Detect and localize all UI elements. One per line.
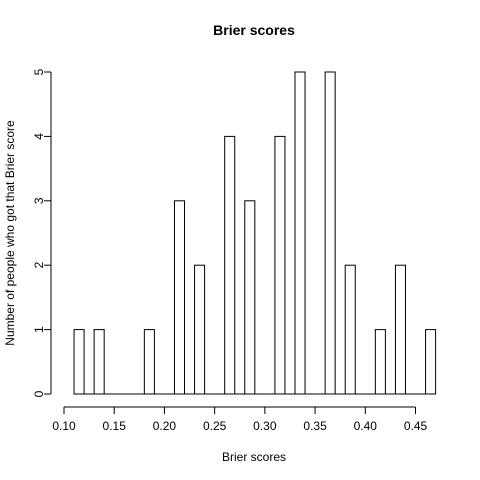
histogram-bar bbox=[73, 329, 85, 395]
histogram-bar bbox=[194, 264, 206, 395]
y-tick-label: 5 bbox=[32, 68, 46, 75]
histogram-bar bbox=[224, 135, 236, 395]
histogram-bar bbox=[173, 200, 186, 395]
x-tick-label: 0.15 bbox=[103, 419, 127, 433]
histogram-bar bbox=[143, 329, 155, 395]
y-tick-label: 0 bbox=[32, 390, 46, 397]
y-axis-label: Number of people who got that Brier scor… bbox=[3, 120, 17, 346]
x-tick-label: 0.20 bbox=[153, 419, 177, 433]
histogram-bar bbox=[324, 71, 336, 395]
y-tick-label: 3 bbox=[32, 197, 46, 204]
histogram-bar bbox=[344, 264, 356, 395]
bars-group bbox=[73, 71, 437, 395]
x-tick-label: 0.40 bbox=[354, 419, 378, 433]
histogram-bar bbox=[425, 329, 437, 395]
histogram-bar bbox=[93, 329, 105, 395]
y-tick-label: 2 bbox=[32, 262, 46, 269]
x-tick-label: 0.30 bbox=[253, 419, 277, 433]
y-axis: 0 1 2 3 4 5 bbox=[32, 68, 52, 397]
x-tick-label: 0.45 bbox=[404, 419, 428, 433]
y-tick-label: 1 bbox=[32, 326, 46, 333]
x-tick-label: 0.35 bbox=[303, 419, 327, 433]
histogram-bar bbox=[374, 329, 386, 395]
histogram-bar bbox=[274, 135, 286, 395]
histogram-bar bbox=[394, 264, 406, 395]
x-tick-label: 0.25 bbox=[203, 419, 227, 433]
y-tick-label: 4 bbox=[32, 133, 46, 140]
chart-title: Brier scores bbox=[213, 22, 295, 38]
x-axis: 0.10 0.15 0.20 0.25 0.30 0.35 0.40 0.45 bbox=[52, 406, 428, 433]
histogram-bar bbox=[244, 200, 256, 395]
histogram-bar bbox=[294, 71, 306, 395]
x-axis-label: Brier scores bbox=[222, 450, 286, 464]
x-tick-label: 0.10 bbox=[52, 419, 76, 433]
